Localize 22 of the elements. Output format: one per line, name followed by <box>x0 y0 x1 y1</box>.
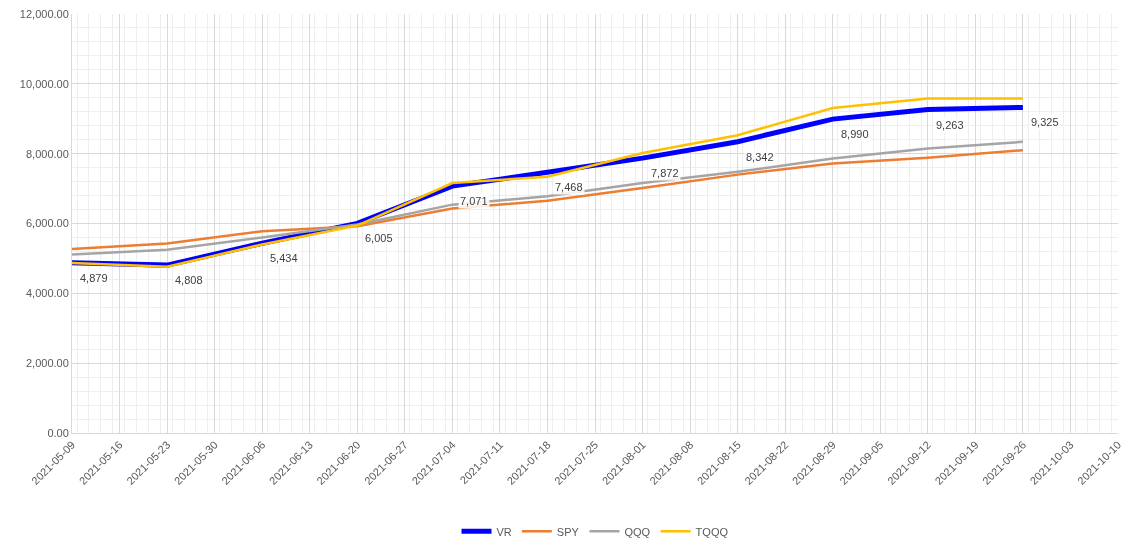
data-label: 6,005 <box>365 232 393 244</box>
data-label: 8,990 <box>841 128 869 140</box>
legend-label: TQQQ <box>695 525 729 538</box>
y-tick-label: 2,000.00 <box>25 357 69 370</box>
data-label: 4,879 <box>80 272 108 284</box>
y-tick-label: 10,000.00 <box>19 77 69 90</box>
legend-label: SPY <box>556 525 580 538</box>
data-label: 5,434 <box>270 252 298 264</box>
legend-label: VR <box>496 525 512 538</box>
data-label: 7,872 <box>651 167 679 179</box>
data-label: 7,071 <box>460 195 488 207</box>
data-label: 8,342 <box>746 151 774 163</box>
data-label: 9,325 <box>1031 116 1059 128</box>
data-label: 7,468 <box>555 181 583 193</box>
y-tick-label: 6,000.00 <box>25 217 69 230</box>
data-label: 9,263 <box>936 119 964 131</box>
y-tick-label: 12,000.00 <box>19 7 69 20</box>
y-tick-label: 8,000.00 <box>25 147 69 160</box>
data-label: 4,808 <box>175 274 203 286</box>
y-tick-label: 0.00 <box>47 426 69 439</box>
y-tick-label: 4,000.00 <box>25 287 69 300</box>
legend-label: QQQ <box>624 525 651 538</box>
